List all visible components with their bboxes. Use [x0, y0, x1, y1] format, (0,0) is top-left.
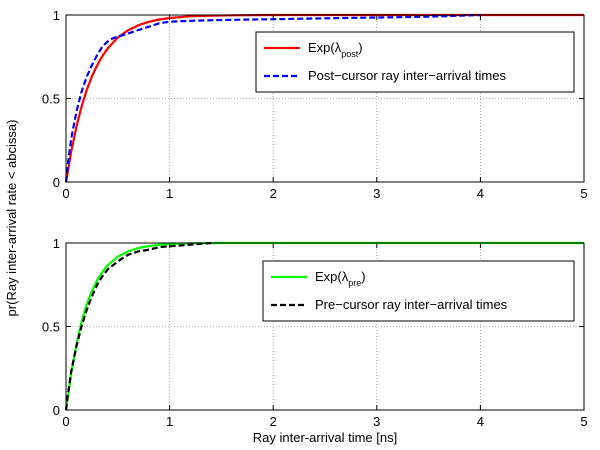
x-tick-label: 4 [477, 186, 484, 201]
x-tick-label: 1 [166, 186, 173, 201]
series-line-2 [64, 13, 481, 183]
x-tick-label: 5 [580, 414, 587, 429]
legend: Exp(λpre)Pre−cursor ray inter−arrival ti… [262, 260, 575, 322]
y-tick-label: 0.5 [42, 320, 60, 335]
x-tick-label: 0 [62, 186, 69, 201]
legend: Exp(λpost)Post−cursor ray inter−arrival … [255, 31, 575, 93]
y-tick-label: 1 [53, 8, 60, 23]
y-tick-label: 0.5 [42, 92, 60, 107]
y-tick-label: 0 [53, 175, 60, 190]
x-tick-label: 0 [62, 414, 69, 429]
legend-box [262, 260, 575, 322]
x-tick-label: 2 [270, 414, 277, 429]
x-tick-label: 1 [166, 414, 173, 429]
x-tick-label: 2 [270, 186, 277, 201]
legend-label: Post−cursor ray inter−arrival times [308, 68, 506, 83]
legend-box [255, 31, 575, 93]
x-tick-label: 3 [373, 186, 380, 201]
y-tick-label: 0 [53, 403, 60, 418]
x-tick-label: 3 [373, 414, 380, 429]
x-tick-label: 5 [580, 186, 587, 201]
x-tick-label: 4 [477, 414, 484, 429]
y-axis-label: pr(Ray inter-arrival rate < abcissa) [4, 120, 19, 317]
legend-label: Pre−cursor ray inter−arrival times [315, 297, 508, 312]
subplot-1: 0 1 2 3 4 5 0 0.5 1 Exp(λpost)Post−cursor ray int… [42, 8, 588, 201]
subplot-2: 0 1 2 3 4 5 0 0.5 1 Exp(λpre)Pre−cursor ray inter… [42, 236, 588, 429]
series-line-2 [64, 241, 212, 411]
x-axis-label: Ray inter-arrival time [ns] [253, 430, 397, 445]
y-tick-label: 1 [53, 236, 60, 251]
